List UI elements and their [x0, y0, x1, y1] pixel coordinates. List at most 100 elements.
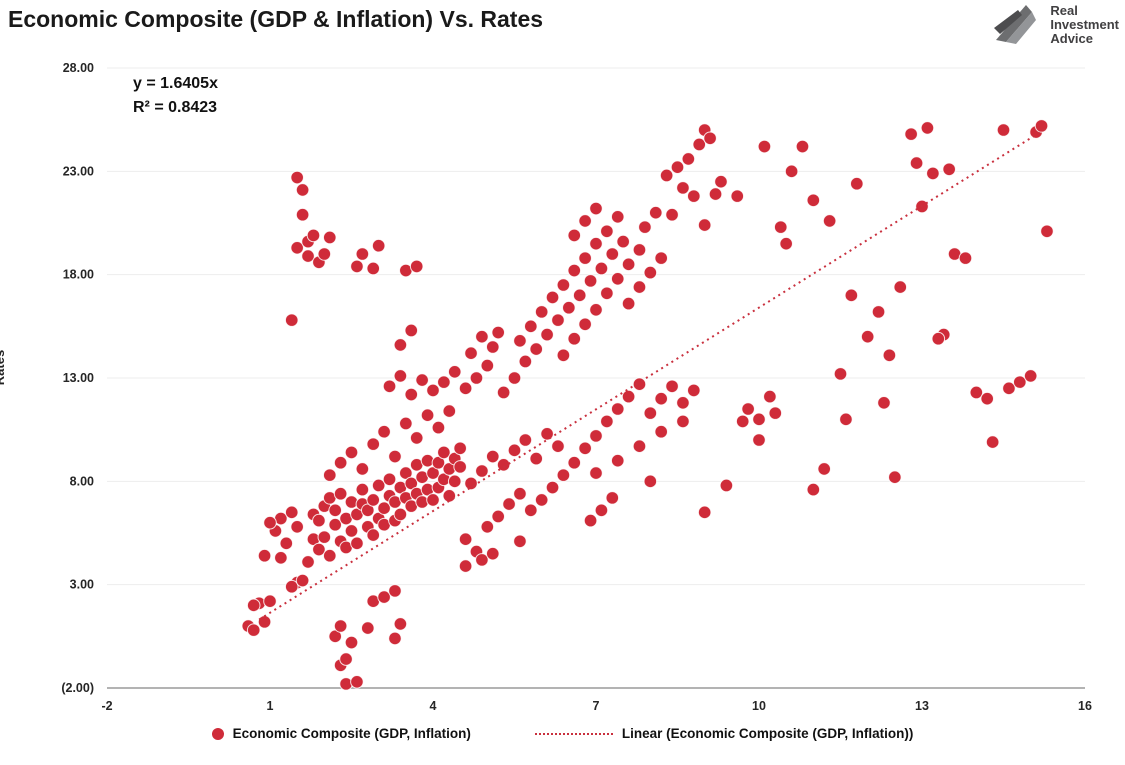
scatter-point	[632, 439, 647, 454]
scatter-point	[312, 513, 326, 528]
scatter-point	[670, 160, 685, 174]
scatter-point	[458, 559, 473, 573]
scatter-point	[735, 414, 750, 429]
scatter-point	[382, 472, 397, 487]
scatter-point	[578, 317, 592, 332]
scatter-point	[426, 493, 440, 507]
scatter-point	[768, 406, 783, 420]
scatter-point	[366, 493, 381, 507]
scatter-point	[692, 137, 707, 152]
scatter-point	[893, 280, 908, 294]
scatter-point	[605, 247, 620, 261]
x-tick-label: -2	[101, 699, 112, 713]
scatter-point	[822, 214, 837, 228]
scatter-point	[524, 319, 538, 334]
scatter-point	[860, 329, 875, 344]
scatter-point	[844, 288, 859, 303]
scatter-point	[371, 238, 386, 253]
scatter-point	[687, 383, 701, 398]
scatter-point	[409, 431, 424, 445]
y-tick-label: 18.00	[63, 268, 94, 282]
logo-line-1: Real	[1050, 3, 1078, 18]
scatter-point	[442, 404, 457, 418]
scatter-point	[529, 342, 544, 356]
scatter-point	[817, 462, 832, 476]
scatter-point	[306, 228, 321, 243]
scatter-point	[393, 338, 408, 352]
scatter-point	[339, 652, 353, 666]
scatter-point	[485, 340, 500, 354]
scatter-point	[621, 389, 636, 404]
scatter-point	[556, 278, 571, 292]
trendline-legend-marker	[534, 732, 613, 735]
scatter-point	[643, 406, 658, 420]
scatter-point	[632, 280, 647, 294]
legend-item-linear[interactable]: Linear (Economic Composite (GDP, Inflati…	[534, 726, 914, 741]
scatter-point	[806, 193, 821, 208]
scatter-point	[654, 424, 669, 439]
scatter-point	[355, 462, 370, 476]
scatter-point	[1002, 381, 1016, 396]
scatter-point	[442, 489, 457, 503]
scatter-point	[654, 251, 669, 265]
regression-annotation: y = 1.6405x R² = 0.8423	[133, 72, 218, 120]
scatter-point	[290, 520, 304, 534]
scatter-point	[540, 327, 554, 342]
scatter-point	[317, 530, 332, 544]
scatter-point	[969, 385, 984, 400]
trendline-legend-label: Linear (Economic Composite (GDP, Inflati…	[621, 726, 914, 741]
scatter-point	[985, 435, 1000, 449]
scatter-point	[920, 121, 935, 135]
scatter-point	[752, 433, 766, 447]
scatter-point	[475, 553, 489, 567]
scatter-point	[589, 466, 603, 480]
scatter-point	[290, 170, 304, 185]
scatter-point	[877, 396, 891, 410]
scatter-point	[871, 305, 886, 319]
scatter-point	[458, 381, 473, 396]
scatter-point	[284, 505, 299, 520]
scatter-point	[502, 497, 516, 511]
scatter-point	[583, 513, 598, 528]
scatter-point	[621, 296, 636, 311]
scatter-point	[513, 486, 527, 501]
scatter-point	[551, 439, 565, 454]
x-tick-label: 13	[915, 699, 929, 713]
scatter-point	[600, 414, 614, 429]
y-tick-label: (2.00)	[61, 681, 94, 695]
scatter-point	[648, 205, 663, 220]
scatter-point	[464, 346, 478, 361]
scatter-point	[540, 427, 554, 441]
scatter-point	[534, 493, 549, 507]
scatter-legend-label: Economic Composite (GDP, Inflation)	[232, 726, 471, 741]
scatter-point	[333, 486, 348, 501]
scatter-point	[284, 579, 299, 594]
scatter-point	[687, 189, 701, 203]
brand-logo: Real Investment Advice	[992, 2, 1119, 48]
scatter-point	[485, 546, 500, 561]
scatter-point	[578, 251, 592, 265]
scatter-point	[719, 478, 734, 493]
scatter-point	[464, 476, 478, 491]
scatter-point	[447, 365, 462, 379]
scatter-point	[621, 257, 636, 272]
scatter-point	[393, 369, 408, 383]
legend-item-scatter[interactable]: Economic Composite (GDP, Inflation)	[211, 726, 471, 741]
scatter-point	[344, 635, 359, 650]
y-tick-label: 23.00	[63, 164, 94, 178]
scatter-point	[882, 348, 897, 363]
scatter-point	[355, 482, 370, 497]
scatter-point	[415, 373, 429, 387]
scatter-point	[344, 445, 359, 460]
scatter-point	[257, 548, 272, 563]
scatter-point	[600, 224, 614, 239]
scatter-point	[388, 631, 402, 646]
scatter-point	[366, 437, 381, 451]
scatter-point	[942, 162, 956, 177]
scatter-point	[583, 274, 598, 288]
scatter-point	[741, 402, 755, 416]
x-tick-label: 16	[1078, 699, 1092, 713]
scatter-point	[610, 402, 625, 416]
